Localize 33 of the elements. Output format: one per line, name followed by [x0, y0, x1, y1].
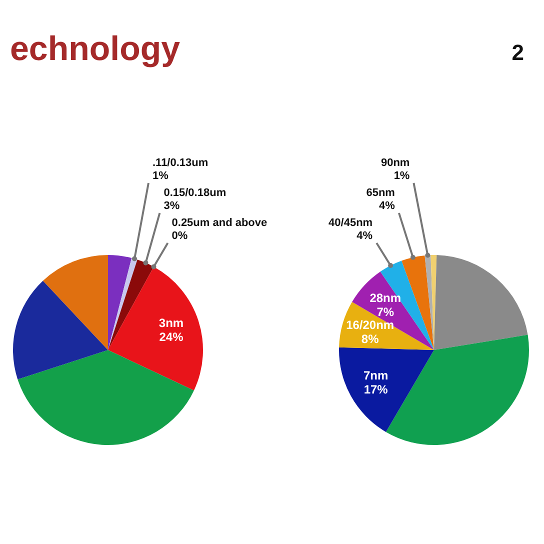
pie-slice [402, 255, 434, 350]
data-label: 8% [361, 332, 380, 346]
data-label: 3% [164, 200, 180, 212]
pie-slice [339, 347, 434, 432]
slice-label: 0.15/0.18um [164, 187, 226, 199]
pie-slice [108, 255, 132, 350]
slice-label: 7nm [363, 368, 388, 383]
data-label: 4% [356, 230, 373, 242]
pie-slice [424, 255, 434, 350]
slice-label: 16/20nm [346, 318, 394, 332]
pie-slice [13, 280, 108, 380]
data-label: 7% [376, 305, 394, 320]
pie-slice [386, 334, 529, 445]
pie-slice [108, 266, 203, 390]
pie-slice [108, 260, 154, 350]
data-label: 1% [152, 170, 169, 182]
chart-title: echnology [10, 30, 180, 68]
data-label: 4% [379, 200, 396, 212]
slice-label: 65nm [366, 187, 396, 199]
pie-slice [108, 258, 138, 350]
data-label: 1% [394, 170, 410, 182]
chart-title: 2 [512, 40, 524, 65]
pie-slice [42, 255, 108, 350]
data-label: 24% [159, 330, 184, 344]
pie-slice [18, 350, 194, 445]
data-label: 17% [364, 382, 388, 397]
pie-slice [434, 255, 528, 350]
category-label: 0.25um and above [172, 217, 268, 229]
slice-label: 3nm [158, 316, 184, 330]
text: 0% [172, 230, 188, 242]
slice-label: 40/45nm [328, 217, 373, 229]
slice-label: .11/0.13um [152, 157, 208, 169]
slice-label: 90nm [380, 157, 410, 169]
